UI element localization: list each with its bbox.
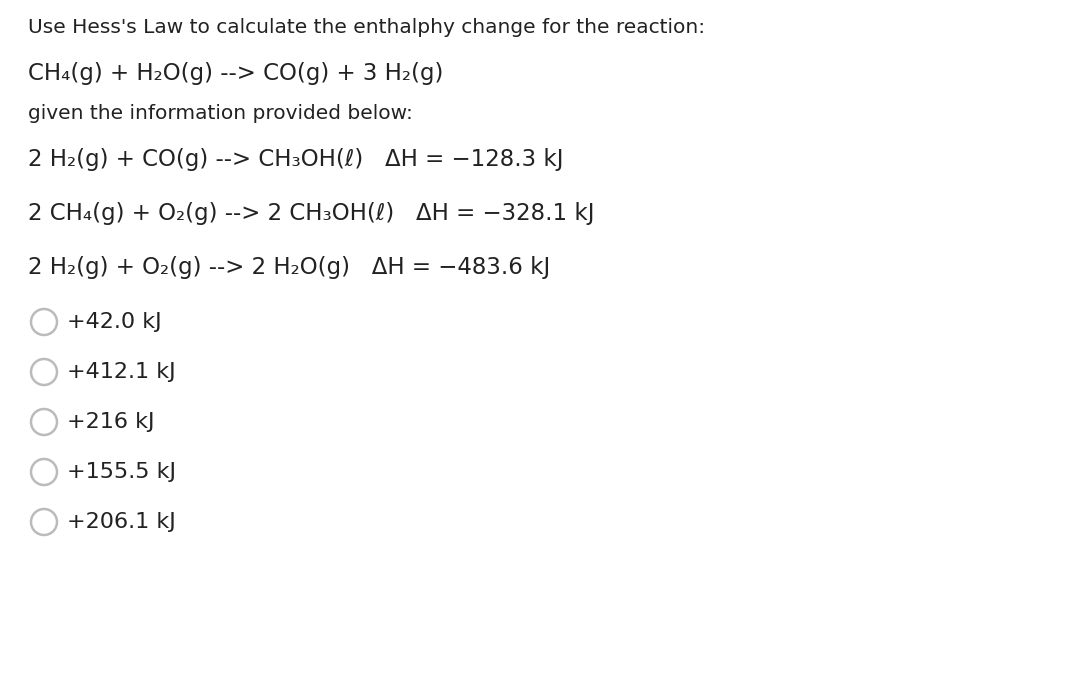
Text: +412.1 kJ: +412.1 kJ <box>67 362 176 382</box>
Text: CH₄(g) + H₂O(g) --> CO(g) + 3 H₂(g): CH₄(g) + H₂O(g) --> CO(g) + 3 H₂(g) <box>28 62 443 85</box>
Text: +216 kJ: +216 kJ <box>67 412 154 432</box>
Text: given the information provided below:: given the information provided below: <box>28 104 413 123</box>
Text: 2 H₂(g) + CO(g) --> CH₃OH(ℓ)   ΔH = −128.3 kJ: 2 H₂(g) + CO(g) --> CH₃OH(ℓ) ΔH = −128.3… <box>28 148 564 171</box>
Text: Use Hess's Law to calculate the enthalphy change for the reaction:: Use Hess's Law to calculate the enthalph… <box>28 18 705 37</box>
Text: 2 H₂(g) + O₂(g) --> 2 H₂O(g)   ΔH = −483.6 kJ: 2 H₂(g) + O₂(g) --> 2 H₂O(g) ΔH = −483.6… <box>28 256 551 279</box>
Text: +155.5 kJ: +155.5 kJ <box>67 462 176 482</box>
Text: 2 CH₄(g) + O₂(g) --> 2 CH₃OH(ℓ)   ΔH = −328.1 kJ: 2 CH₄(g) + O₂(g) --> 2 CH₃OH(ℓ) ΔH = −32… <box>28 202 594 225</box>
Text: +206.1 kJ: +206.1 kJ <box>67 512 176 532</box>
Text: +42.0 kJ: +42.0 kJ <box>67 312 162 332</box>
